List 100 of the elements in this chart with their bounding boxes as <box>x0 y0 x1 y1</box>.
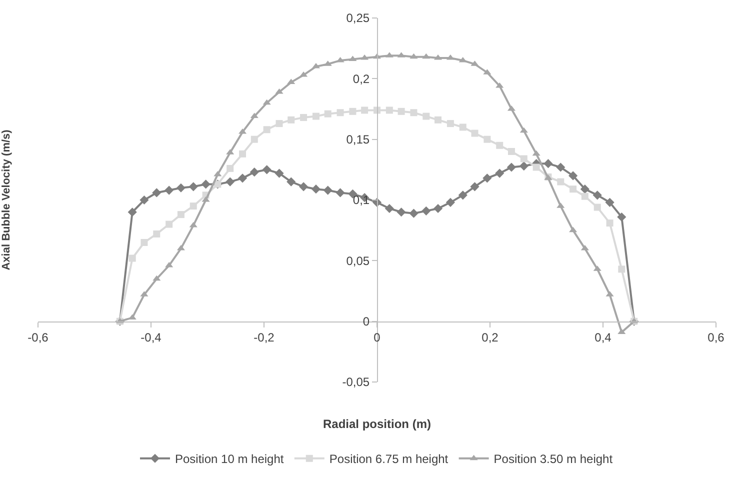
point <box>262 99 271 105</box>
x-tick-label: -0,4 <box>140 330 162 345</box>
point <box>300 114 308 121</box>
point <box>276 120 283 128</box>
point <box>226 177 235 186</box>
point <box>176 183 186 192</box>
y-tick-label: 0 <box>362 314 370 329</box>
x-tick-label: -0,2 <box>254 330 275 345</box>
x-tick-label: 0,4 <box>594 330 612 345</box>
point <box>496 142 504 149</box>
point <box>177 211 184 218</box>
point <box>386 106 393 114</box>
point <box>569 226 578 232</box>
point <box>336 56 344 62</box>
point <box>201 180 210 189</box>
point <box>519 161 528 171</box>
point <box>274 168 284 178</box>
point <box>262 165 272 174</box>
point <box>532 150 540 156</box>
point <box>606 220 614 227</box>
point <box>410 109 418 116</box>
point <box>164 186 174 195</box>
point <box>226 164 234 172</box>
x-tick-label: -0,6 <box>28 330 49 345</box>
point <box>570 186 577 193</box>
point <box>568 171 578 180</box>
point <box>384 204 394 214</box>
y-tick-label: 0,2 <box>352 72 370 86</box>
point <box>336 109 344 116</box>
point <box>557 178 564 186</box>
point <box>433 204 443 214</box>
point <box>496 82 504 88</box>
x-axis-title: Radial position (m) <box>323 417 432 431</box>
point <box>188 182 198 192</box>
point <box>286 177 296 186</box>
point <box>422 112 430 120</box>
point <box>238 174 248 183</box>
point <box>520 155 528 162</box>
y-tick-label: 0,1 <box>352 193 370 208</box>
point <box>152 188 162 198</box>
point <box>508 148 515 155</box>
legend-label: Position 6.75 m height <box>329 452 449 466</box>
x-tick-label: 0,6 <box>708 330 725 345</box>
point <box>605 198 614 207</box>
point <box>396 208 406 217</box>
point <box>323 186 332 195</box>
point <box>422 53 430 59</box>
point <box>128 208 137 217</box>
point <box>152 275 161 281</box>
point <box>458 190 468 200</box>
point <box>471 130 478 137</box>
point <box>484 136 491 143</box>
x-tick-label: 0 <box>374 330 381 345</box>
point <box>446 198 455 207</box>
point <box>239 150 246 158</box>
point <box>618 266 626 273</box>
point <box>166 220 173 228</box>
point <box>409 208 418 218</box>
legend-label: Position 10 m height <box>175 452 284 466</box>
point <box>349 108 356 115</box>
point <box>495 168 504 178</box>
point <box>434 116 442 124</box>
point <box>410 53 418 59</box>
point <box>288 116 295 124</box>
point <box>592 190 602 200</box>
point <box>250 168 259 177</box>
point <box>140 195 149 205</box>
x-tick-label: 0,2 <box>482 330 499 345</box>
point <box>532 164 540 171</box>
legend-label: Position 3.50 m height <box>494 452 614 466</box>
y-tick-label: 0,25 <box>346 11 370 26</box>
point <box>470 182 480 192</box>
point <box>617 212 626 222</box>
point <box>140 238 148 246</box>
y-tick-label: 0,05 <box>346 254 370 268</box>
point <box>422 206 431 216</box>
point <box>250 136 258 143</box>
point <box>482 174 492 183</box>
point <box>506 162 516 172</box>
point <box>287 78 296 84</box>
point <box>336 188 345 198</box>
y-tick-label: 0,15 <box>346 132 370 147</box>
point <box>361 106 368 114</box>
point <box>458 56 467 62</box>
point <box>311 184 321 194</box>
point <box>299 182 308 192</box>
point <box>594 204 601 211</box>
point <box>128 254 136 262</box>
point <box>580 184 590 194</box>
point <box>520 127 528 133</box>
point <box>581 192 588 200</box>
point <box>446 120 454 128</box>
point <box>250 112 258 118</box>
point <box>190 202 197 210</box>
point <box>556 162 566 172</box>
y-axis-title: Axial Bubble Velocity (m/s) <box>0 129 12 270</box>
point <box>459 124 466 131</box>
point <box>544 159 553 168</box>
point <box>189 222 198 228</box>
point <box>324 110 332 118</box>
